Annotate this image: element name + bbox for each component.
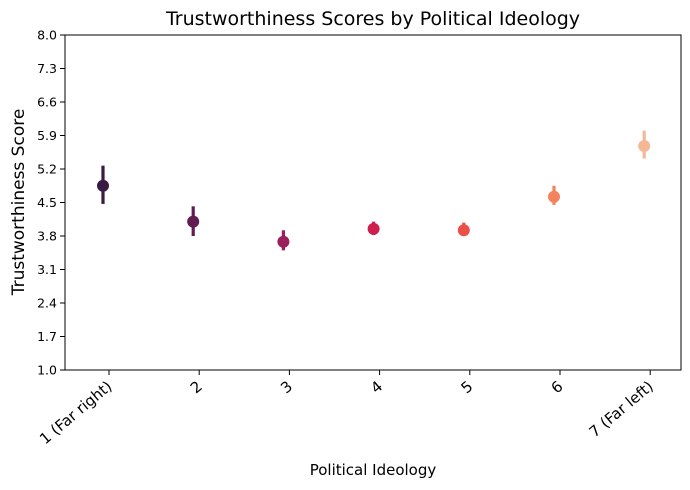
y-tick-label: 8.0 <box>37 28 57 43</box>
y-tick-label: 1.7 <box>37 329 57 344</box>
data-marks <box>97 130 651 251</box>
y-tick-label: 5.9 <box>37 128 57 143</box>
x-tick-label: 4 <box>367 377 386 397</box>
x-tick-label: 1 (Far right) <box>36 377 115 448</box>
x-tick-label: 2 <box>187 377 206 397</box>
chart-title: Trustworthiness Scores by Political Ideo… <box>165 8 580 30</box>
y-tick-label: 6.6 <box>37 95 57 110</box>
data-point <box>277 235 290 248</box>
data-point <box>638 140 651 153</box>
y-tick-label: 1.0 <box>37 363 57 378</box>
x-tick-label: 5 <box>457 377 476 397</box>
data-point <box>187 215 200 228</box>
plot-area <box>64 34 682 371</box>
y-tick-label: 5.2 <box>37 162 57 177</box>
y-tick-label: 3.8 <box>37 229 57 244</box>
data-point <box>457 224 470 237</box>
data-point <box>367 222 380 235</box>
y-tick-label: 7.3 <box>37 61 57 76</box>
data-point <box>548 190 560 203</box>
x-tick-label: 7 (Far left) <box>586 377 657 441</box>
y-tick-label: 4.5 <box>37 195 57 210</box>
x-axis-label: Political Ideology <box>310 461 437 479</box>
x-axis: 1 (Far right) 2 3 4 5 6 7 (Far left) <box>36 370 657 448</box>
y-axis-label: Trustworthiness Score <box>9 109 29 297</box>
x-tick-label: 3 <box>277 377 296 397</box>
y-axis: 1.0 1.7 2.4 3.1 3.8 4.5 5.2 5.9 6.6 7.3 8.0 <box>37 28 65 378</box>
data-point <box>97 179 109 192</box>
x-tick-label: 6 <box>548 377 567 397</box>
y-tick-label: 2.4 <box>37 296 57 311</box>
y-tick-label: 3.1 <box>37 262 57 277</box>
